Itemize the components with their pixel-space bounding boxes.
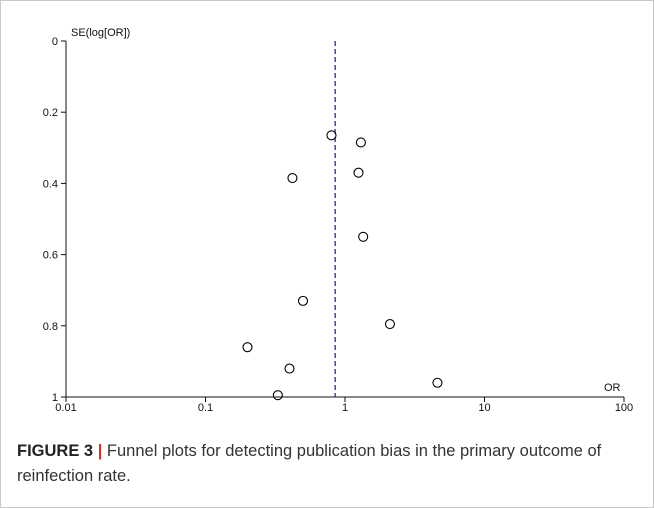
- plot-axes: SE(log[OR]) OR: [65, 27, 624, 398]
- x-axis-title: OR: [604, 382, 621, 394]
- y-tick-label: 0.2: [43, 107, 58, 119]
- x-tick-label: 10: [478, 402, 490, 414]
- study-point: [432, 377, 443, 388]
- figure-label: FIGURE 3: [17, 442, 94, 460]
- y-tick-label: 0.4: [43, 178, 58, 190]
- study-point: [284, 363, 295, 374]
- study-point: [297, 295, 309, 306]
- study-point: [353, 167, 364, 178]
- x-tick-label: 0.1: [198, 402, 213, 414]
- y-tick-label: 1: [52, 392, 58, 404]
- study-point: [242, 342, 253, 353]
- figure-caption: FIGURE 3 | Funnel plots for detecting pu…: [17, 439, 637, 489]
- study-points: [242, 130, 443, 401]
- x-tick-label: 0.01: [55, 402, 76, 414]
- x-tick-label: 100: [615, 402, 633, 414]
- x-tick-label: 1: [342, 402, 348, 414]
- y-tick-label: 0: [52, 36, 58, 48]
- study-point: [326, 130, 337, 141]
- study-point: [272, 390, 283, 401]
- y-tick-label: 0.8: [43, 321, 58, 333]
- figure-label-separator: |: [97, 442, 103, 460]
- caption-text: Funnel plots for detecting publication b…: [17, 442, 602, 485]
- funnel-plot: SE(log[OR]) OR 0 0.2 0.4 0.6 0.8 1 0.01 0.1 1 10…: [43, 27, 633, 414]
- x-ticks: 0.01 0.1 1 10 100: [55, 397, 633, 414]
- study-point: [384, 318, 395, 330]
- y-ticks: 0 0.2 0.4 0.6 0.8 1: [43, 36, 66, 404]
- study-point: [355, 137, 366, 148]
- study-point: [287, 173, 298, 184]
- y-tick-label: 0.6: [43, 250, 58, 262]
- study-point: [358, 231, 369, 242]
- y-axis-title: SE(log[OR]): [71, 27, 130, 39]
